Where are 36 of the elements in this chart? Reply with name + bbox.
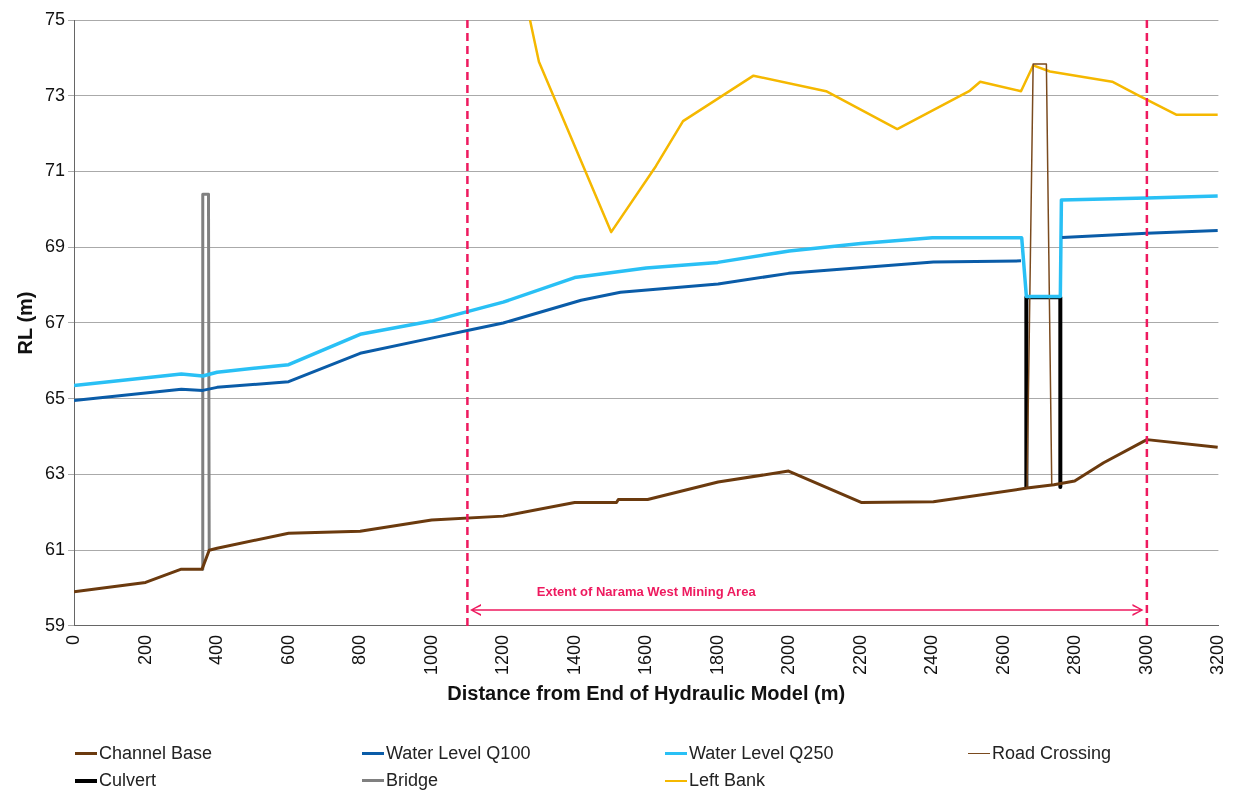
legend-label: Left Bank — [689, 770, 766, 791]
x-tick-label: 800 — [349, 634, 370, 665]
x-tick-label: 1800 — [706, 634, 727, 675]
x-tick-label: 1200 — [492, 634, 513, 675]
x-tick-label: 2800 — [1064, 634, 1085, 675]
legend-label: Channel Base — [99, 743, 213, 764]
x-axis-title: Distance from End of Hydraulic Model (m) — [447, 681, 846, 704]
x-tick-label: 2600 — [992, 634, 1013, 675]
y-tick-label: 59 — [44, 614, 66, 635]
x-tick-label: 400 — [206, 634, 227, 665]
x-tick-label: 1000 — [420, 634, 441, 675]
annotation: Extent of Narama West Mining Area — [536, 583, 756, 599]
y-tick-label: 75 — [44, 8, 66, 29]
y-axis-title: RL (m) — [13, 291, 36, 355]
y-tick-label: 61 — [44, 539, 66, 560]
legend-label: Bridge — [386, 770, 439, 791]
legend-label: Water Level Q250 — [689, 743, 834, 764]
x-tick-label: 2000 — [778, 634, 799, 675]
y-tick-label: 63 — [44, 463, 66, 484]
legend-label: Road Crossing — [992, 743, 1112, 764]
y-tick-label: 69 — [44, 236, 66, 257]
x-tick-label: 2200 — [849, 634, 870, 675]
x-tick-label: 200 — [134, 634, 155, 665]
y-tick-label: 67 — [44, 311, 66, 332]
x-tick-label: 1600 — [635, 634, 656, 675]
x-tick-label: 1400 — [563, 634, 584, 675]
y-tick-label: 71 — [44, 160, 66, 181]
legend-label: Water Level Q100 — [386, 743, 531, 764]
y-tick-label: 65 — [44, 387, 66, 408]
x-tick-label: 3200 — [1207, 634, 1228, 675]
x-tick-label: 2400 — [921, 634, 942, 675]
x-tick-label: 600 — [277, 634, 298, 665]
legend-label: Culvert — [99, 770, 157, 791]
x-tick-label: 3000 — [1135, 634, 1156, 675]
y-tick-label: 73 — [44, 84, 66, 105]
x-tick-label: 0 — [62, 634, 83, 645]
